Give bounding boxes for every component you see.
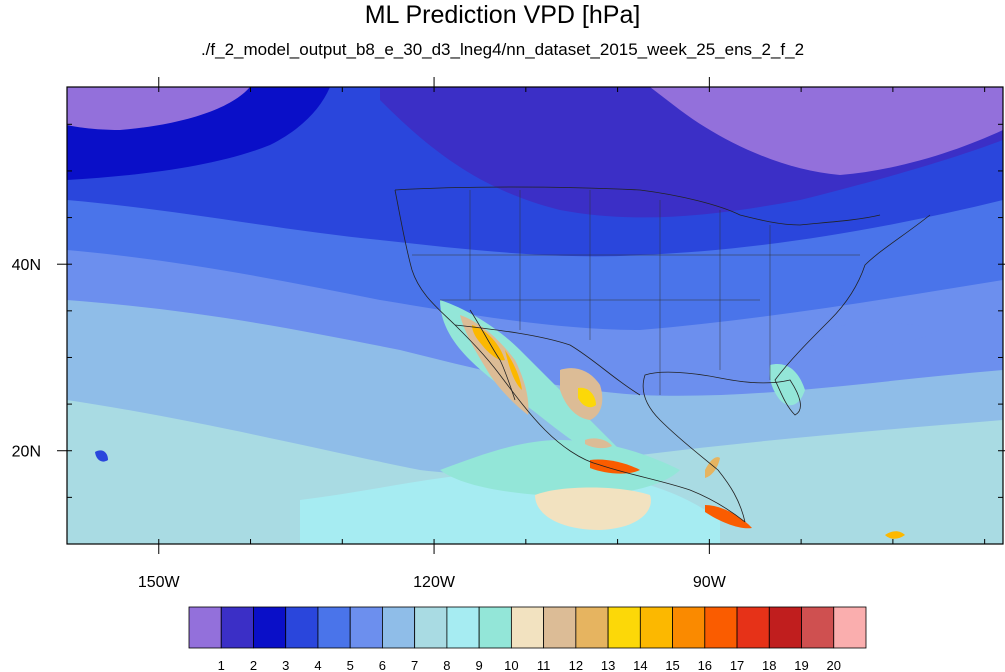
atlantic-coastline xyxy=(642,214,931,523)
colorbar-swatch xyxy=(801,606,835,649)
colorbar-label: 7 xyxy=(411,658,418,672)
field-band xyxy=(705,457,720,478)
colorbar-label: 1 xyxy=(218,658,225,672)
field-band xyxy=(67,87,250,130)
coastlines xyxy=(394,186,931,523)
lat-tick-label: 20N xyxy=(12,444,41,461)
colorbar-swatch xyxy=(220,606,254,649)
colorbar-label: 3 xyxy=(282,658,289,672)
colorbar-label: 12 xyxy=(569,658,583,672)
field-band xyxy=(578,387,596,408)
colorbar-swatch xyxy=(639,606,673,649)
pacific-coastline xyxy=(394,189,746,523)
colorbar-swatch xyxy=(510,606,545,649)
colorbar-label: 9 xyxy=(476,658,483,672)
state-lines xyxy=(469,190,771,395)
colorbar-swatch xyxy=(543,606,577,649)
field-band xyxy=(769,364,805,406)
lon-tick-label: 90W xyxy=(693,574,727,591)
us-mexico-border xyxy=(454,324,641,396)
colorbar-label: 6 xyxy=(379,658,386,672)
lat-tick-label: 40N xyxy=(12,257,41,274)
colorbar-swatch xyxy=(833,606,867,649)
colorbar-label: 20 xyxy=(827,658,841,672)
colorbar-label: 5 xyxy=(347,658,354,672)
field-band xyxy=(885,531,905,539)
colorbar-label: 2 xyxy=(250,658,257,672)
colorbar: 1 2 3 4 5 6 7 8 9 10 11 12 13 14 15 16 17 18 19 20 xyxy=(188,606,867,672)
field-band xyxy=(95,450,108,462)
colorbar-label: 18 xyxy=(762,658,776,672)
colorbar-label: 14 xyxy=(633,658,647,672)
field-band xyxy=(472,325,505,361)
lon-tick-label: 120W xyxy=(413,574,456,591)
colorbar-label: 8 xyxy=(443,658,450,672)
colorbar-label: 15 xyxy=(665,658,679,672)
colorbar-label: 11 xyxy=(537,658,551,672)
colorbar-swatch xyxy=(446,606,480,649)
colorbar-label: 10 xyxy=(504,658,518,672)
colorbar-swatch xyxy=(382,606,416,649)
colorbar-swatch xyxy=(414,606,448,649)
colorbar-swatch xyxy=(704,606,738,649)
chart-subtitle: ./f_2_model_output_b8_e_30_d3_lneg4/nn_d… xyxy=(200,40,805,59)
lon-tick-label: 150W xyxy=(138,574,181,591)
field-band xyxy=(585,438,612,449)
colorbar-swatch xyxy=(188,606,222,649)
colorbar-swatch xyxy=(253,606,287,649)
colorbar-swatch xyxy=(317,606,351,649)
state-borders xyxy=(412,190,860,395)
colorbar-swatch xyxy=(349,606,383,649)
colorbar-label: 13 xyxy=(601,658,615,672)
field-band xyxy=(650,87,1003,175)
colorbar-swatch xyxy=(607,606,641,649)
baja-coastline xyxy=(469,309,516,401)
state-lines xyxy=(412,254,860,301)
colorbar-label: 19 xyxy=(794,658,808,672)
colorbar-swatch xyxy=(736,606,770,649)
colorbar-swatch xyxy=(672,606,706,649)
chart-title: ML Prediction VPD [hPa] xyxy=(364,1,641,29)
us-canada-border xyxy=(394,186,881,226)
field-band xyxy=(705,505,752,529)
colorbar-swatch xyxy=(575,606,609,649)
plot-frame xyxy=(66,86,1004,545)
field-band xyxy=(820,322,940,347)
colorbar-label: 4 xyxy=(314,658,321,672)
map-axes: 150W 120W 90W 40N 20N xyxy=(12,77,1005,591)
field-band xyxy=(535,487,651,530)
colorbar-label: 16 xyxy=(698,658,712,672)
field-band xyxy=(590,459,640,474)
colorbar-label: 17 xyxy=(730,658,744,672)
colorbar-swatch xyxy=(768,606,802,649)
vpd-field xyxy=(67,87,1003,544)
colorbar-swatch xyxy=(285,606,319,649)
field-band xyxy=(505,350,522,390)
colorbar-swatch xyxy=(478,606,512,649)
